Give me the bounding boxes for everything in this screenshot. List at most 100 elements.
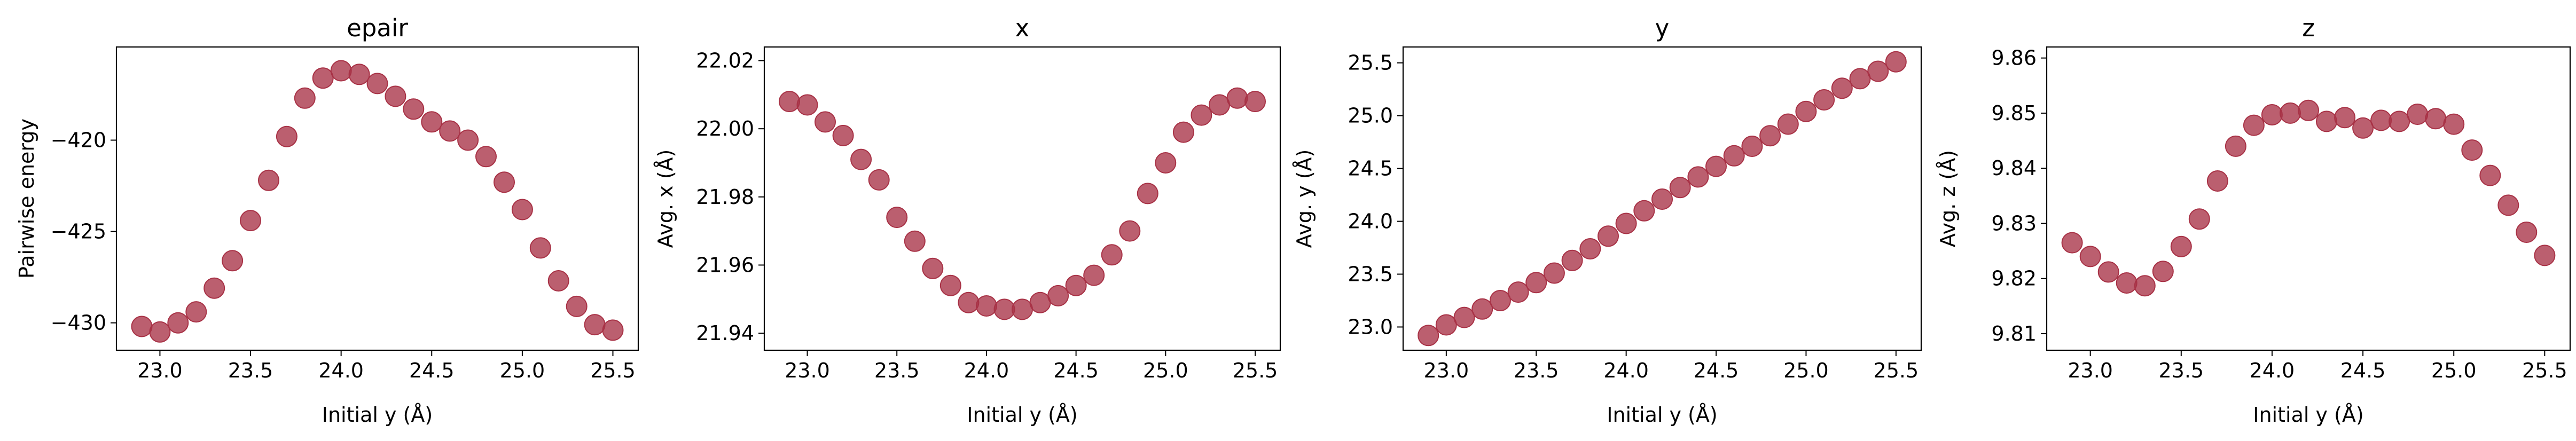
y-tick-label: 22.00	[696, 117, 754, 140]
y-tick-label: 21.96	[696, 253, 754, 277]
y-tick-label: 23.0	[1348, 315, 1393, 338]
y-tick-label: 24.0	[1348, 210, 1393, 233]
data-point	[494, 171, 515, 193]
data-point	[2134, 275, 2156, 297]
x-tick-label: 24.5	[1694, 359, 1739, 382]
y-tick-label: 21.94	[696, 321, 754, 345]
subplot-x: 23.0 23.5 24.0 24.5 25.0 25.5 21.94 21.96 21.98 2…	[654, 14, 1281, 427]
data-point	[1867, 60, 1889, 82]
data-point	[294, 87, 316, 109]
data-point	[1831, 77, 1853, 99]
data-point	[1598, 225, 1619, 247]
data-point	[1137, 183, 1158, 204]
data-point	[2225, 135, 2246, 157]
data-point	[1101, 244, 1123, 266]
chart-title: z	[2302, 14, 2315, 42]
data-point	[348, 64, 370, 85]
chart-title: y	[1655, 14, 1670, 42]
data-point	[2316, 111, 2337, 132]
data-point	[2170, 235, 2192, 257]
data-point	[1885, 51, 1907, 73]
data-point	[2479, 164, 2501, 186]
data-point	[1172, 121, 1194, 143]
data-point	[2079, 246, 2101, 267]
data-point	[2443, 113, 2465, 135]
data-point	[975, 295, 997, 317]
x-tick-label: 24.5	[1053, 359, 1099, 382]
data-point	[1579, 238, 1601, 259]
data-point	[2188, 208, 2210, 230]
data-points	[131, 60, 624, 343]
data-point	[1507, 281, 1529, 303]
data-point	[832, 124, 854, 146]
data-point	[922, 257, 944, 279]
data-point	[993, 298, 1015, 320]
y-tick-label: −420	[51, 129, 106, 152]
data-point	[1435, 314, 1457, 336]
x-tick-label: 25.0	[1783, 359, 1829, 382]
y-tick-label: 9.84	[1991, 156, 2037, 180]
data-point	[2280, 102, 2301, 124]
y-tick-label: 9.81	[1991, 322, 2037, 345]
data-point	[779, 91, 800, 113]
x-tick-label: 23.0	[137, 359, 183, 382]
data-point	[2334, 107, 2356, 129]
chart-title: x	[1015, 14, 1030, 42]
data-point	[1561, 249, 1583, 271]
data-point	[2389, 111, 2410, 132]
data-point	[1418, 325, 1439, 346]
x-tick-label: 23.0	[2068, 359, 2113, 382]
data-point	[276, 125, 297, 147]
data-point	[421, 111, 443, 133]
data-point	[1065, 274, 1087, 296]
data-point	[2097, 261, 2119, 283]
x-tick-label: 23.5	[228, 359, 273, 382]
y-axis-label: Avg. z (Å)	[1936, 150, 1960, 247]
x-tick-label: 25.5	[1233, 359, 1278, 382]
subplot-epair: 23.0 23.5 24.0 24.5 25.0 25.5 −430 −425 −420 epai…	[15, 14, 639, 427]
data-point	[2152, 261, 2174, 282]
data-point	[1705, 155, 1727, 177]
data-point	[850, 148, 872, 170]
data-point	[904, 230, 926, 252]
data-point	[1489, 290, 1511, 311]
data-point	[1777, 113, 1799, 135]
x-tick-label: 24.0	[2250, 359, 2295, 382]
data-point	[203, 277, 225, 299]
axes-frame	[115, 46, 639, 351]
data-point	[547, 270, 569, 292]
data-point	[240, 210, 261, 232]
x-tick-label: 24.0	[318, 359, 364, 382]
data-point	[366, 73, 388, 94]
data-point	[1651, 188, 1673, 210]
axes-frame	[1402, 46, 1922, 351]
x-tick-label: 23.0	[785, 359, 830, 382]
data-point	[815, 111, 836, 133]
data-point	[2116, 272, 2137, 294]
data-point	[2461, 139, 2483, 161]
data-point	[1525, 272, 1547, 294]
y-tick-label: 9.83	[1991, 211, 2037, 235]
data-point	[1047, 285, 1069, 306]
y-tick-label: 24.5	[1348, 157, 1393, 180]
data-point	[475, 146, 497, 168]
data-point	[1741, 136, 1763, 157]
data-point	[529, 237, 551, 259]
x-axis-label: Initial y (Å)	[2253, 403, 2363, 427]
axes-frame	[763, 46, 1281, 351]
data-point	[1226, 87, 1248, 109]
subplot-y: 23.0 23.5 24.0 24.5 25.0 25.5 23.0 23.5 24.0 24.5…	[1293, 14, 1922, 427]
data-point	[1453, 306, 1475, 328]
data-point	[312, 67, 334, 89]
data-point	[1012, 298, 1033, 320]
y-tick-label: 25.0	[1348, 104, 1393, 128]
y-axis-label: Avg. y (Å)	[1293, 149, 1316, 248]
x-axis-label: Initial y (Å)	[1607, 403, 1717, 427]
x-tick-label: 25.5	[2522, 359, 2567, 382]
data-point	[1244, 91, 1266, 113]
data-point	[385, 85, 406, 107]
data-point	[939, 274, 961, 296]
x-tick-label: 25.5	[590, 359, 636, 382]
data-point	[1471, 298, 1493, 320]
data-point	[868, 169, 890, 191]
